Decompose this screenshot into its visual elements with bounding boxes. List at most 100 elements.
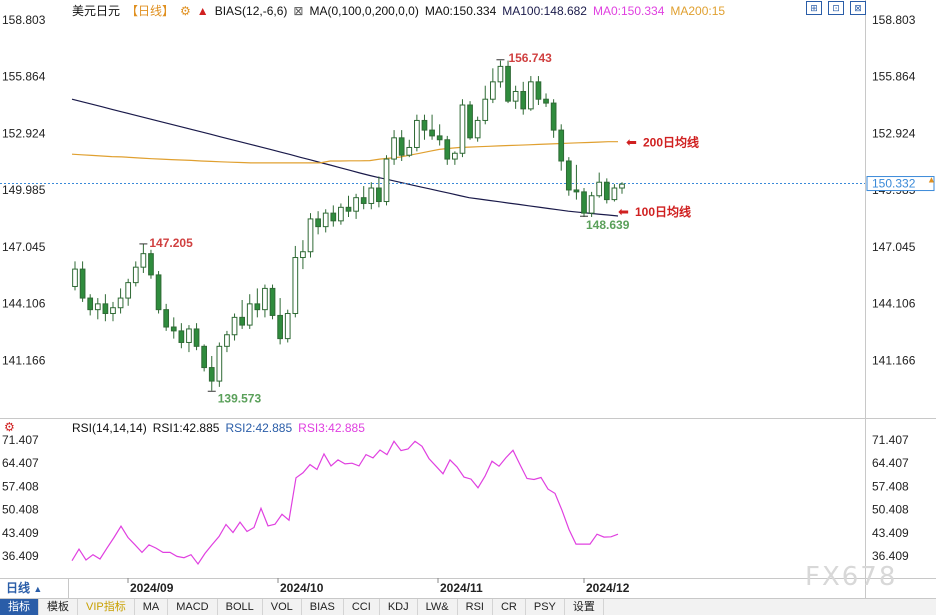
candle bbox=[246, 294, 253, 329]
candle-body bbox=[543, 98, 549, 104]
rsi-tick-left-0: 71.407 bbox=[2, 433, 39, 447]
candle bbox=[353, 193, 359, 219]
toolbar-item-2[interactable]: VIP指标 bbox=[78, 599, 135, 615]
candle bbox=[414, 114, 420, 152]
candle-body bbox=[170, 326, 177, 332]
candle bbox=[520, 81, 527, 115]
settings-icon[interactable]: ⚙ bbox=[180, 3, 191, 18]
candle-body bbox=[383, 158, 390, 203]
candle bbox=[558, 124, 565, 171]
bias-arrow-icon: ▲ bbox=[196, 3, 209, 18]
candle bbox=[383, 155, 390, 206]
candle-body bbox=[474, 119, 481, 139]
grid-icon[interactable]: ⊞ bbox=[806, 1, 822, 15]
toolbar-item-0[interactable]: 指标 bbox=[0, 599, 39, 615]
toolbar-item-8[interactable]: CCI bbox=[344, 599, 380, 615]
rsi-panel: 71.407 71.407 64.407 64.407 57.408 57.408 50.4… bbox=[2, 433, 909, 566]
expand-icon[interactable]: ⊡ bbox=[828, 1, 844, 15]
candle bbox=[535, 76, 542, 106]
timeframe-selector[interactable]: 日线 ▲ bbox=[0, 580, 42, 597]
toolbar-item-4[interactable]: MACD bbox=[168, 599, 218, 615]
candle-body bbox=[406, 146, 413, 156]
bias-label[interactable]: BIAS(12,-6,6) bbox=[214, 3, 288, 18]
candle-body bbox=[231, 316, 238, 336]
toolbar-item-9[interactable]: KDJ bbox=[380, 599, 418, 615]
toolbar-item-13[interactable]: PSY bbox=[526, 599, 565, 615]
candle-body bbox=[193, 328, 200, 347]
price-tick-left-3: 149.985 bbox=[2, 183, 46, 197]
candle bbox=[79, 261, 86, 302]
price-tick-left-2: 152.924 bbox=[2, 127, 46, 141]
candle bbox=[360, 186, 367, 210]
candle bbox=[603, 178, 610, 204]
candle bbox=[581, 188, 587, 217]
ma200-value: MA200:15 bbox=[670, 3, 726, 18]
toolbar-item-14[interactable]: 设置 bbox=[565, 599, 604, 615]
candle-body bbox=[110, 307, 116, 315]
timeframe-tag[interactable]: 【日线】 bbox=[126, 4, 175, 18]
candle-body bbox=[315, 218, 321, 228]
ma100-value: MA100:148.682 bbox=[502, 3, 587, 18]
candle bbox=[155, 271, 162, 314]
candle bbox=[436, 124, 443, 146]
candle bbox=[459, 99, 466, 158]
ma200-callout: 200日均线 bbox=[643, 135, 699, 150]
price-tick-right-5: 144.106 bbox=[872, 297, 916, 311]
toolbar-item-1[interactable]: 模板 bbox=[39, 599, 78, 615]
candle bbox=[588, 191, 595, 217]
price-tick-left-1: 155.864 bbox=[2, 70, 46, 84]
rsi-params[interactable]: RSI(14,14,14) bbox=[72, 421, 147, 435]
symbol-name: 美元日元 bbox=[72, 4, 121, 18]
candle bbox=[117, 288, 124, 314]
close-icon[interactable]: ⊠ bbox=[850, 1, 866, 15]
candle bbox=[178, 323, 185, 349]
rsi-tick-right-2: 57.408 bbox=[872, 479, 909, 493]
toolbar-item-12[interactable]: CR bbox=[493, 599, 526, 615]
candle-body bbox=[565, 160, 572, 191]
price-tick-left-0: 158.803 bbox=[2, 13, 46, 27]
candle bbox=[489, 68, 496, 104]
candle bbox=[239, 299, 245, 329]
toolbar-item-5[interactable]: BOLL bbox=[218, 599, 263, 615]
candle-body bbox=[117, 297, 124, 309]
candle-body bbox=[246, 303, 253, 326]
candle-body bbox=[444, 139, 451, 160]
candle-body bbox=[573, 189, 580, 193]
rsi-tick-left-4: 43.409 bbox=[2, 526, 39, 540]
candle bbox=[429, 114, 435, 140]
candle-body bbox=[467, 104, 473, 139]
toolbar-item-10[interactable]: LW& bbox=[418, 599, 458, 615]
candle-body bbox=[482, 98, 489, 121]
candle-body bbox=[436, 135, 443, 141]
panel-controls: ⊞ ⊡ ⊠ bbox=[806, 1, 866, 15]
candle bbox=[110, 301, 116, 322]
toolbar-item-11[interactable]: RSI bbox=[458, 599, 493, 615]
candle bbox=[186, 325, 192, 353]
current-price-marker-icon: ▲ bbox=[927, 175, 936, 185]
ma200-line bbox=[71, 141, 618, 164]
price-tick-left-6: 141.166 bbox=[2, 354, 46, 368]
toolbar-item-7[interactable]: BIAS bbox=[302, 599, 344, 615]
candle-body bbox=[224, 334, 230, 347]
candle-body bbox=[452, 152, 458, 160]
candle-body bbox=[558, 129, 565, 162]
candle bbox=[201, 344, 208, 372]
candle-body bbox=[376, 187, 382, 203]
rsi-line bbox=[71, 440, 619, 566]
rsi-settings-icon[interactable]: ⚙ bbox=[4, 420, 15, 434]
ma-params[interactable]: MA(0,100,0,200,0,0) bbox=[309, 3, 419, 18]
candle bbox=[102, 294, 109, 322]
candle bbox=[512, 85, 519, 109]
candle bbox=[338, 203, 344, 225]
candle-body bbox=[520, 90, 527, 110]
candle-body bbox=[72, 268, 78, 287]
candle-body bbox=[611, 187, 618, 201]
candle bbox=[148, 249, 154, 279]
toolbar-item-6[interactable]: VOL bbox=[263, 599, 302, 615]
candle-body bbox=[512, 90, 519, 102]
candle bbox=[224, 330, 230, 353]
candle-body bbox=[208, 367, 215, 382]
candle-body bbox=[201, 345, 208, 369]
toolbar-item-3[interactable]: MA bbox=[135, 599, 169, 615]
